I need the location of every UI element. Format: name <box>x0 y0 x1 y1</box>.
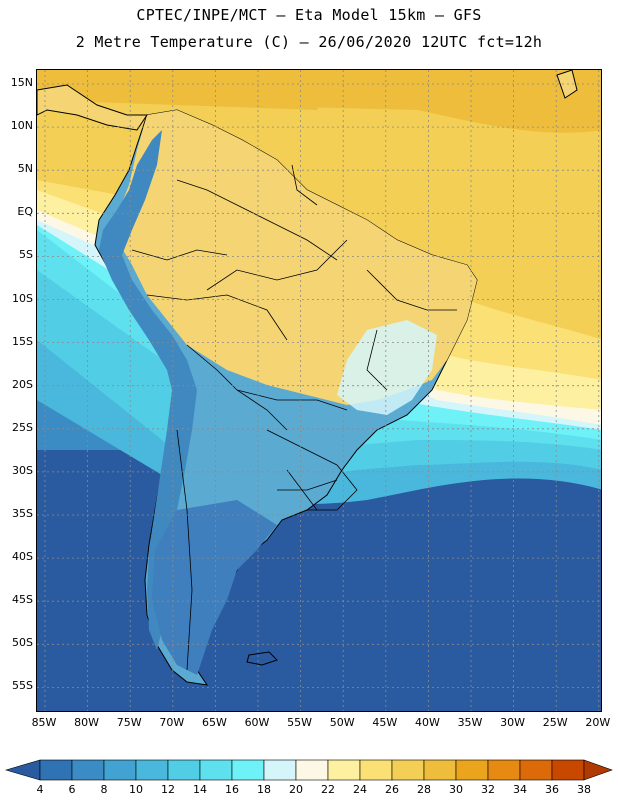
temperature-colorbar <box>4 759 613 781</box>
lon-label-65w: 65W <box>201 716 227 729</box>
lat-label-20s: 20S <box>12 377 33 391</box>
lat-label-45s: 45S <box>12 593 33 607</box>
map-canvas <box>37 70 601 711</box>
colorbar-label-4: 4 <box>36 783 44 796</box>
lon-label-55w: 55W <box>287 716 313 729</box>
lon-label-70w: 70W <box>159 716 185 729</box>
lon-label-40w: 40W <box>414 716 440 729</box>
colorbar-segment <box>551 759 585 781</box>
colorbar-segment <box>455 759 489 781</box>
colorbar-segment <box>39 759 73 781</box>
colorbar-label-24: 24 <box>353 783 367 796</box>
lat-label-15s: 15S <box>12 334 33 348</box>
patagonia-cold <box>152 500 277 675</box>
colorbar-segment <box>295 759 329 781</box>
colorbar-label-6: 6 <box>68 783 76 796</box>
colorbar-label-30: 30 <box>449 783 463 796</box>
colorbar-label-38: 38 <box>577 783 591 796</box>
colorbar-segment <box>423 759 457 781</box>
colorbar-label-22: 22 <box>321 783 335 796</box>
colorbar-segment <box>103 759 137 781</box>
lon-label-60w: 60W <box>244 716 270 729</box>
map-title-line1: CPTEC/INPE/MCT – Eta Model 15km – GFS <box>136 6 482 24</box>
colorbar-label-26: 26 <box>385 783 399 796</box>
lon-label-25w: 25W <box>542 716 568 729</box>
temperature-map <box>36 69 602 712</box>
lat-label-5s: 5S <box>19 248 33 262</box>
colorbar-label-8: 8 <box>100 783 108 796</box>
colorbar-label-32: 32 <box>481 783 495 796</box>
colorbar-segment <box>487 759 521 781</box>
lon-label-45w: 45W <box>372 716 398 729</box>
colorbar-label-34: 34 <box>513 783 527 796</box>
colorbar-label-20: 20 <box>289 783 303 796</box>
lon-label-50w: 50W <box>329 716 355 729</box>
map-title-line2: 2 Metre Temperature (C) – 26/06/2020 12U… <box>75 33 543 51</box>
lat-label-35s: 35S <box>12 507 33 520</box>
colorbar-segment <box>327 759 361 781</box>
lat-label-30s: 30S <box>12 463 33 477</box>
colorbar-label-10: 10 <box>129 783 143 796</box>
central-america <box>37 84 148 131</box>
lat-label-25s: 25S <box>12 420 33 434</box>
lon-label-75w: 75W <box>116 716 142 729</box>
lat-label-10n: 10N <box>10 119 33 133</box>
caribbean-warm-band <box>37 70 337 110</box>
colorbar-label-36: 36 <box>545 783 559 796</box>
colorbar-label-12: 12 <box>161 783 175 796</box>
lat-label-40s: 40S <box>12 550 33 564</box>
colorbar-max-triangle <box>583 759 613 781</box>
lon-label-20w: 20W <box>585 716 611 729</box>
colorbar-segment <box>263 759 297 781</box>
colorbar-segment <box>71 759 105 781</box>
colorbar-min-triangle <box>4 759 41 781</box>
colorbar-segment <box>167 759 201 781</box>
lon-label-85w: 85W <box>31 716 57 729</box>
lat-label-5n: 5N <box>17 162 33 176</box>
falkland-islands <box>246 651 278 666</box>
colorbar-segment <box>391 759 425 781</box>
colorbar-label-16: 16 <box>225 783 239 796</box>
colorbar-segment <box>519 759 553 781</box>
lon-label-30w: 30W <box>500 716 526 729</box>
colorbar-segment <box>359 759 393 781</box>
colorbar-segment <box>199 759 233 781</box>
lat-label-55s: 55S <box>12 679 33 693</box>
lat-lon-grid <box>37 70 601 711</box>
colorbar-segment <box>135 759 169 781</box>
country-boundaries <box>131 164 457 671</box>
lon-label-35w: 35W <box>457 716 483 729</box>
lat-label-eq: EQ <box>17 205 33 219</box>
colorbar-segment <box>231 759 265 781</box>
colorbar-label-14: 14 <box>193 783 207 796</box>
lat-label-50s: 50S <box>12 636 33 650</box>
lat-label-15n: 15N <box>10 76 33 89</box>
colorbar-label-28: 28 <box>417 783 431 796</box>
cool-brazil-highlands <box>337 320 437 415</box>
lon-label-80w: 80W <box>74 716 100 729</box>
colorbar-label-18: 18 <box>257 783 271 796</box>
lat-label-10s: 10S <box>12 291 33 305</box>
